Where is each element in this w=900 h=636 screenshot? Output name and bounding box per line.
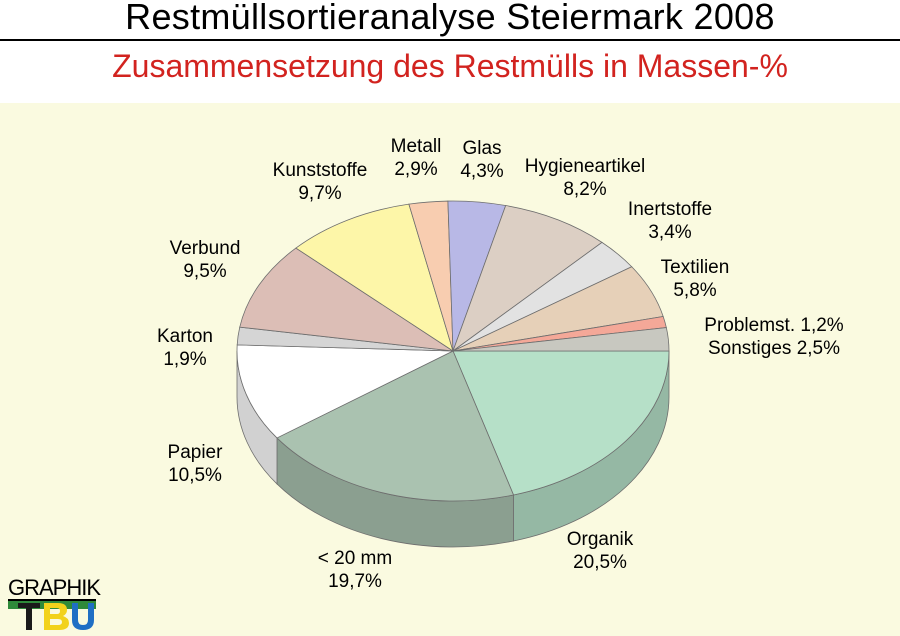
slice-label-verbund: Verbund 9,5% (150, 237, 260, 283)
slice-label-name: Metall (390, 136, 442, 157)
slice-label-problemst-sonstiges: Problemst. 1,2% Sonstiges 2,5% (694, 314, 854, 360)
slice-label-value: 20,5% (573, 552, 627, 573)
slice-label-glas: Glas 4,3% (450, 137, 514, 183)
pie-slice-verbund (239, 247, 454, 352)
pie-slice-sonstiges (452, 327, 670, 352)
slice-label-value: 2,9% (394, 159, 438, 180)
slice-label-row: Sonstiges 2,5% (694, 337, 854, 360)
slice-label-name: Sonstiges (707, 338, 792, 359)
slice-label-name: Inertstoffe (627, 199, 713, 220)
pie-slice-papier (236, 344, 454, 439)
slice-label-name: Papier (167, 442, 223, 463)
logo-tbu-mark (8, 599, 96, 630)
slice-label-value: 10,5% (168, 465, 222, 486)
chart-subtitle: Zusammensetzung des Restmülls in Massen-… (112, 48, 788, 84)
title-divider (0, 39, 900, 41)
slice-label-value: 8,2% (563, 179, 607, 200)
graphik-tbu-logo: GRAPHIK (8, 575, 101, 633)
pie-slice-hygieneartikel (452, 205, 603, 353)
logo-top-text: GRAPHIK (8, 575, 101, 600)
slice-label-karton: Karton 1,9% (140, 325, 230, 371)
chart-title: Restmüllsortieranalyse Steiermark 2008 (125, 0, 775, 37)
slice-label-value: 3,4% (648, 222, 692, 243)
slice-label-organik: Organik 20,5% (540, 528, 660, 574)
slice-label-name: < 20 mm (317, 548, 393, 569)
slice-label-papier: Papier 10,5% (140, 441, 250, 487)
pie-slice-kunststoffe (295, 203, 454, 352)
slice-label-name: Glas (462, 138, 502, 159)
slice-label-kunststoffe: Kunststoffe 9,7% (255, 159, 385, 205)
slice-label-name: Verbund (169, 238, 241, 259)
slice-label-name: Hygieneartikel (524, 156, 646, 177)
slice-label-value: 1,2% (795, 315, 844, 336)
slice-label-value: 1,9% (163, 349, 207, 370)
slice-label-name: Kunststoffe (272, 160, 368, 181)
slice-label-textilien: Textilien 5,8% (640, 256, 750, 302)
slice-label-hygieneartikel: Hygieneartikel 8,2% (510, 155, 660, 201)
slice-label-value: 4,3% (460, 161, 504, 182)
slice-label-name: Organik (566, 529, 634, 550)
slice-label-row: Problemst. 1,2% (694, 314, 854, 337)
slice-label-name: Karton (157, 326, 213, 347)
pie-slice-20-mm (276, 350, 515, 502)
slice-label-20-mm: < 20 mm 19,7% (290, 547, 420, 593)
slice-label-inertstoffe: Inertstoffe 3,4% (610, 198, 730, 244)
slice-label-name: Textilien (660, 257, 730, 278)
slice-label-value: 5,8% (673, 280, 717, 301)
slice-label-value: 19,7% (328, 571, 382, 592)
slice-label-value: 9,5% (183, 261, 227, 282)
pie-chart (0, 103, 900, 636)
chart-area: Organik 20,5% < 20 mm 19,7% Papier 10,5% Karto… (0, 103, 900, 636)
pie-slice-organik (452, 350, 670, 496)
slice-label-metall: Metall 2,9% (381, 135, 451, 181)
slice-label-value: 9,7% (298, 183, 342, 204)
slice-label-value: 2,5% (791, 338, 841, 359)
slice-label-name: Problemst. (704, 315, 796, 336)
